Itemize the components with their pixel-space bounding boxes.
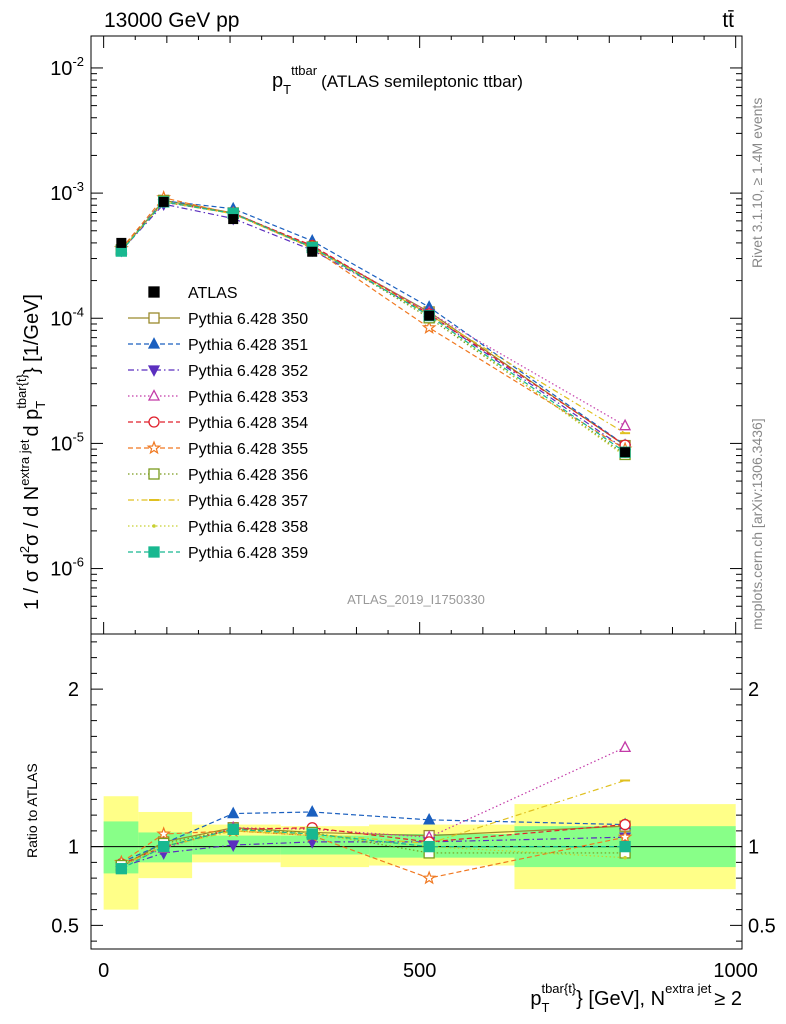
chart-title: pTttbar(ATLAS semileptonic ttbar) bbox=[272, 63, 523, 97]
y-tick-label: 10-2 bbox=[50, 54, 84, 80]
ratio-tick-label-left: 2 bbox=[68, 679, 79, 701]
main-series-line bbox=[120, 200, 626, 446]
legend-entry: ATLAS bbox=[148, 285, 238, 302]
ratio-series-marker bbox=[115, 863, 127, 875]
ratio-series-line bbox=[121, 828, 626, 870]
rivet-version-label: Rivet 3.1.10, ≥ 1.4M events bbox=[749, 98, 765, 268]
legend-label: Pythia 6.428 356 bbox=[188, 467, 308, 484]
legend-label: Pythia 6.428 355 bbox=[188, 441, 308, 458]
ratio-tick-label-right: 0.5 bbox=[748, 915, 776, 937]
y-axis-label: 1 / σ d2σ / d Nextra jetd pTtbar{t}} [1/… bbox=[14, 294, 48, 610]
x-tick-label: 0 bbox=[98, 960, 109, 982]
ratio-series-marker bbox=[306, 828, 318, 840]
main-panel: 10-2 10-3 10-4 10-5 10-6 bbox=[50, 35, 743, 949]
ratio-series-marker bbox=[306, 805, 319, 817]
legend-entry: Pythia 6.428 350 bbox=[128, 311, 308, 328]
legend-label: Pythia 6.428 350 bbox=[188, 311, 308, 328]
mcplots-label: mcplots.cern.ch [arXiv:1306.3436] bbox=[749, 418, 765, 630]
legend-label: ATLAS bbox=[188, 285, 238, 302]
legend-entry: Pythia 6.428 354 bbox=[128, 415, 308, 432]
x-tick-label: 500 bbox=[403, 960, 436, 982]
main-series-line bbox=[120, 201, 626, 453]
legend-marker bbox=[148, 546, 160, 558]
legend-label: Pythia 6.428 352 bbox=[188, 363, 308, 380]
ratio-panel: 0.5 0.5 1 1 2 2 0 500 1000 bbox=[51, 633, 776, 982]
analysis-watermark: ATLAS_2019_I1750330 bbox=[347, 592, 485, 607]
legend-entry: Pythia 6.428 353 bbox=[128, 389, 308, 406]
ratio-series-marker bbox=[227, 806, 240, 819]
legend-marker bbox=[148, 312, 160, 324]
legend-entry: Pythia 6.428 359 bbox=[128, 545, 308, 562]
y-tick-label: 10-4 bbox=[50, 304, 84, 330]
atlas-data-point bbox=[424, 310, 435, 321]
ratio-axis-ticks: 0.5 0.5 1 1 2 2 0 500 1000 bbox=[51, 641, 776, 982]
legend-label: Pythia 6.428 354 bbox=[188, 415, 308, 432]
ratio-series-marker bbox=[158, 840, 170, 853]
legend-entry: Pythia 6.428 356 bbox=[128, 467, 308, 484]
legend-entry: Pythia 6.428 358 bbox=[128, 519, 308, 536]
atlas-data-point bbox=[158, 196, 169, 207]
main-panel-frame bbox=[90, 35, 743, 635]
legend-label: Pythia 6.428 351 bbox=[188, 337, 308, 354]
legend-marker bbox=[148, 416, 160, 428]
header-energy-label: 13000 GeV pp bbox=[104, 9, 239, 32]
stat-uncertainty-band bbox=[369, 834, 515, 858]
ratio-series-marker bbox=[421, 870, 437, 885]
y-tick-label: 10-3 bbox=[50, 179, 84, 205]
ratio-series-group bbox=[113, 740, 633, 885]
legend-label: Pythia 6.428 357 bbox=[188, 493, 308, 510]
ratio-series-marker bbox=[619, 818, 631, 831]
main-series-marker bbox=[618, 418, 632, 431]
legend-marker bbox=[147, 365, 161, 377]
legend-marker bbox=[148, 286, 160, 298]
legend-entry: Pythia 6.428 352 bbox=[128, 363, 308, 380]
atlas-data-point bbox=[620, 447, 631, 458]
ratio-series-line bbox=[121, 830, 626, 879]
ratio-series-marker bbox=[623, 855, 627, 860]
legend-entry: Pythia 6.428 357 bbox=[128, 493, 308, 510]
ratio-series-line bbox=[121, 836, 626, 868]
y-tick-label: 10-5 bbox=[50, 429, 84, 455]
ratio-y-axis-label: Ratio to ATLAS bbox=[24, 763, 40, 858]
ratio-series-marker bbox=[617, 829, 633, 844]
legend-marker bbox=[147, 389, 161, 401]
ratio-series-marker bbox=[227, 840, 240, 852]
atlas-data-points bbox=[116, 196, 631, 458]
header-process-label: tt̄ bbox=[722, 9, 734, 32]
ratio-series-marker bbox=[619, 840, 631, 853]
legend: ATLAS Pythia 6.428 350 Pythia 6.428 351 Pyt… bbox=[128, 285, 308, 562]
legend-label: Pythia 6.428 353 bbox=[188, 389, 308, 406]
ratio-series-line bbox=[121, 825, 626, 868]
legend-label: Pythia 6.428 359 bbox=[188, 545, 308, 562]
x-axis-label: pTtbar{t}} [GeV], Nextra jet ≥ 2 bbox=[530, 981, 742, 1015]
ratio-series-marker bbox=[618, 740, 632, 753]
legend-marker bbox=[147, 337, 161, 349]
ratio-panel-frame bbox=[90, 633, 743, 950]
legend-marker bbox=[146, 440, 162, 455]
ratio-tick-label-right: 1 bbox=[748, 837, 759, 859]
atlas-data-point bbox=[307, 246, 318, 257]
ratio-series-line bbox=[121, 828, 626, 867]
main-series-marker bbox=[421, 319, 437, 334]
ratio-series-line bbox=[121, 823, 626, 865]
ratio-series-line bbox=[121, 811, 626, 863]
x-tick-label: 1000 bbox=[713, 960, 758, 982]
ratio-series-marker bbox=[423, 812, 436, 825]
legend-entry: Pythia 6.428 355 bbox=[128, 440, 308, 458]
ratio-tick-label-right: 2 bbox=[748, 679, 759, 701]
ratio-series-marker bbox=[227, 823, 239, 835]
ratio-series-marker bbox=[156, 826, 172, 841]
atlas-data-point bbox=[228, 214, 239, 225]
stat-uncertainty-band bbox=[280, 835, 370, 855]
legend-entry: Pythia 6.428 351 bbox=[128, 337, 308, 354]
atlas-data-point bbox=[116, 237, 127, 248]
y-tick-label: 10-6 bbox=[50, 555, 84, 581]
ratio-series-marker bbox=[423, 840, 435, 853]
legend-label: Pythia 6.428 358 bbox=[188, 519, 308, 536]
legend-marker bbox=[152, 524, 156, 528]
legend-marker bbox=[148, 468, 160, 480]
ratio-tick-label-left: 0.5 bbox=[51, 915, 79, 937]
ratio-tick-label-left: 1 bbox=[68, 837, 79, 859]
